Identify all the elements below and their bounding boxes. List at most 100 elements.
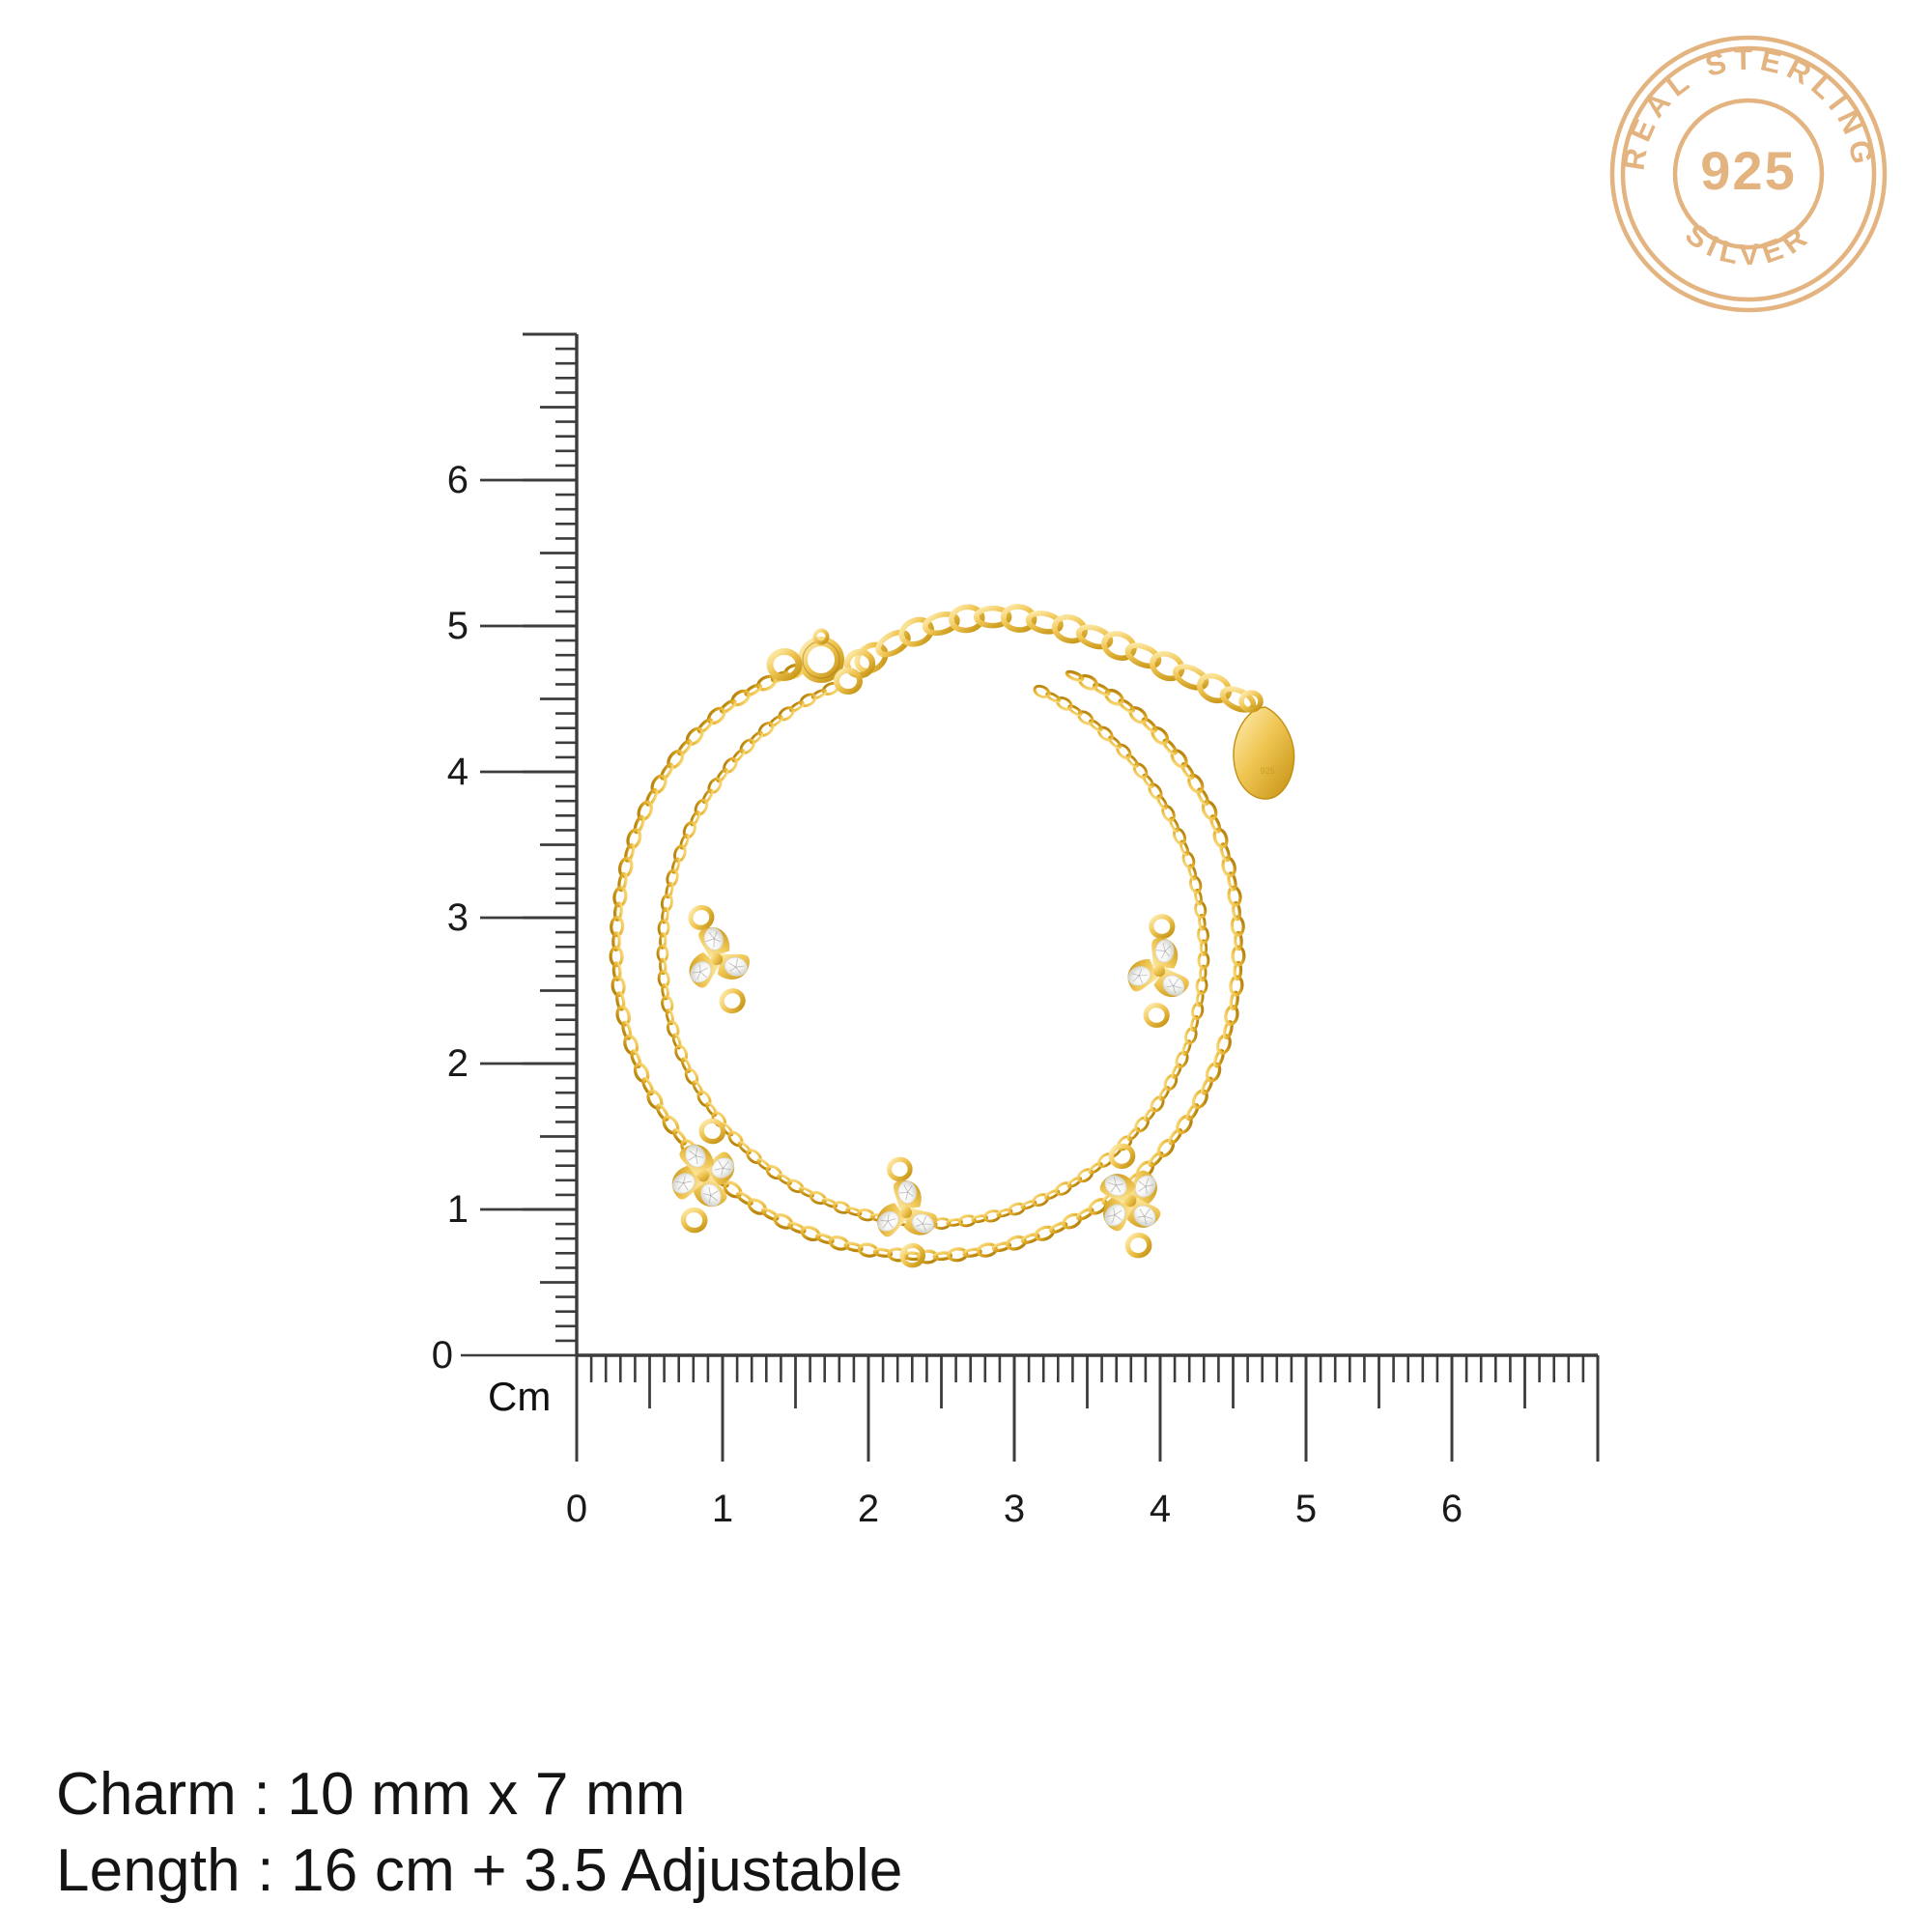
- chain-link: [1008, 1202, 1026, 1216]
- chain-link: [1170, 749, 1188, 769]
- chain-link: [1169, 816, 1180, 833]
- ruler-tick-label: 2: [447, 1042, 469, 1085]
- chain-link: [1231, 900, 1241, 922]
- ruler-tick-label: 0: [566, 1488, 587, 1530]
- chain-link: [674, 1044, 689, 1063]
- chain-link: [1193, 888, 1203, 906]
- chain-link: [673, 844, 687, 863]
- chain-link: [624, 842, 636, 863]
- stone-facet: [1131, 969, 1143, 977]
- jump-ring: [688, 904, 715, 930]
- cz-clover-charm: [1127, 914, 1189, 1028]
- chain-link: [657, 970, 670, 988]
- chain-link: [1148, 1151, 1164, 1168]
- extension-link: [1124, 642, 1162, 669]
- chain-link: [621, 1020, 633, 1040]
- ruler-tick-label: 1: [447, 1188, 469, 1231]
- chain-link: [857, 1242, 879, 1258]
- chain-link: [800, 1225, 821, 1242]
- badge-center-text: 925: [1700, 140, 1796, 201]
- chain-link: [661, 906, 669, 924]
- chain-link: [982, 1209, 1002, 1223]
- stone-facet: [1144, 1208, 1151, 1217]
- chain-link: [611, 975, 626, 998]
- chain-link: [731, 749, 746, 763]
- chain-link: [1141, 717, 1158, 733]
- cz-clover-charm: [671, 1118, 735, 1234]
- chain-link: [630, 1049, 642, 1068]
- stone-facet: [713, 931, 721, 943]
- chain-link: [1088, 1198, 1108, 1215]
- chain-link: [1221, 856, 1236, 878]
- chain-link: [727, 1130, 744, 1148]
- stone-facet: [1173, 979, 1179, 986]
- extension-link: [1025, 611, 1064, 635]
- bracelet-photo: 925: [541, 575, 1333, 1367]
- charm-center: [1152, 964, 1166, 978]
- ruler-tick-label: 4: [447, 751, 469, 793]
- stone-facet: [705, 938, 715, 942]
- chain-link: [1184, 1026, 1198, 1045]
- chain-link: [1158, 1086, 1171, 1101]
- ruler-tick-label: 6: [1441, 1488, 1463, 1530]
- chain-link: [1104, 689, 1124, 706]
- chain-link: [1151, 726, 1170, 746]
- chain-link: [773, 1212, 794, 1230]
- jump-ring: [719, 988, 746, 1014]
- stone-facet: [898, 1191, 908, 1194]
- ruler-tick-label: 0: [432, 1334, 453, 1377]
- chain-link: [1181, 1039, 1192, 1056]
- charm-size-line: Charm : 10 mm x 7 mm: [56, 1761, 686, 1828]
- chain-link: [671, 1033, 682, 1050]
- chain-link: [736, 1191, 753, 1206]
- extension-link: [948, 604, 985, 634]
- chain-link: [677, 739, 693, 756]
- chain-link: [757, 721, 775, 737]
- chain-link: [768, 715, 783, 728]
- charm-center: [710, 952, 724, 966]
- chain-link: [1134, 1116, 1150, 1133]
- chain-link: [665, 1008, 675, 1026]
- chain-link: [1198, 913, 1207, 931]
- chain-link: [696, 718, 714, 734]
- ruler-tick-label: 6: [447, 459, 469, 501]
- chain-link: [655, 1103, 669, 1122]
- extension-link: [1173, 664, 1209, 691]
- chain-link: [612, 886, 628, 908]
- cz-petal: [1151, 938, 1179, 969]
- stone-facet: [735, 958, 738, 968]
- chain-link: [1188, 875, 1203, 895]
- chain-link: [857, 1208, 875, 1222]
- chain-link: [1179, 839, 1190, 857]
- chain-link: [1230, 915, 1245, 937]
- cz-petal: [698, 926, 730, 958]
- chain-link: [750, 730, 764, 745]
- chain-link: [962, 1247, 982, 1258]
- chain-link: [696, 1090, 712, 1108]
- chain-link: [810, 689, 828, 700]
- chain-link: [1077, 710, 1094, 725]
- chain-link: [809, 1190, 827, 1206]
- chain-link: [720, 698, 737, 714]
- chain-link: [786, 1179, 805, 1194]
- length-line: Length : 16 cm + 3.5 Adjustable: [56, 1837, 903, 1905]
- chain-link: [1233, 930, 1243, 952]
- cz-petal: [876, 1203, 907, 1237]
- stone-facet: [916, 1223, 926, 1232]
- extension-link: [1196, 672, 1233, 704]
- chain-link: [1187, 864, 1198, 881]
- chain-link: [778, 706, 795, 722]
- chain-link: [1066, 1176, 1083, 1188]
- chain-link: [659, 957, 668, 976]
- cz-clover-charm: [876, 1156, 938, 1268]
- chain-link: [667, 1020, 680, 1038]
- extension-link: [922, 611, 960, 637]
- chain-link: [662, 1115, 680, 1135]
- jump-ring: [1143, 1003, 1170, 1028]
- chain-link: [739, 738, 755, 754]
- chain-link: [611, 961, 622, 981]
- chain-link: [661, 995, 674, 1013]
- chain-link: [1075, 1208, 1094, 1221]
- chain-link: [633, 1062, 650, 1084]
- chain-link: [1219, 842, 1231, 863]
